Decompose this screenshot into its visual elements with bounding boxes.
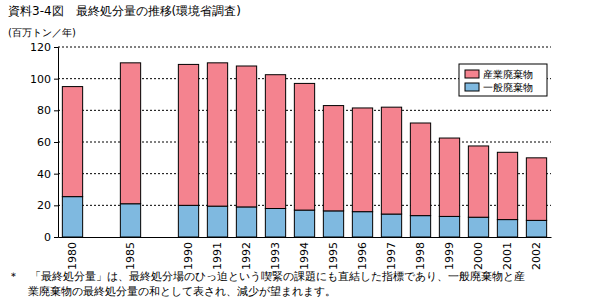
bar-segment	[526, 158, 546, 221]
x-tick-label: 1991	[211, 242, 224, 270]
bar-segment	[207, 206, 227, 237]
bars	[62, 63, 546, 237]
title: 資料3-4図 最終処分量の推移(環境省調査)	[8, 4, 241, 18]
x-tick-label: 1999	[443, 242, 456, 270]
bar-segment	[178, 205, 198, 237]
y-tick-label: 20	[37, 199, 51, 212]
legend-label: 産業廃棄物	[483, 69, 533, 80]
legend-label: 一般廃棄物	[483, 82, 533, 93]
x-tick-label: 2000	[472, 242, 485, 270]
grid-line	[58, 47, 551, 48]
y-tick: 80	[37, 104, 58, 117]
bar-segment	[410, 216, 430, 237]
x-axis-line	[59, 237, 552, 238]
bar-segment	[410, 123, 430, 216]
y-tick-mark	[54, 205, 58, 206]
x-tick: 1993	[269, 237, 282, 270]
y-axis-line	[54, 48, 59, 238]
y-tick: 20	[37, 199, 58, 212]
bar-segment	[381, 214, 401, 237]
bar-segment	[352, 108, 372, 212]
y-tick-mark	[54, 79, 58, 80]
bar-segment	[468, 146, 488, 217]
bar-segment	[497, 152, 517, 219]
bar-segment	[526, 220, 546, 237]
footnote: ＊ 「最終処分量」は、最終処分場のひっ迫という喫緊の課題にも直結した指標であり、…	[8, 270, 525, 283]
x-tick-label: 2001	[501, 242, 514, 270]
y-tick-mark	[54, 142, 58, 143]
bar-segment	[207, 63, 227, 206]
y-tick-label: 60	[37, 136, 51, 149]
x-tick: 1990	[182, 237, 195, 270]
x-tick: 1997	[385, 237, 398, 270]
y-tick-label: 0	[44, 231, 51, 244]
x-tick: 1994	[298, 237, 311, 270]
x-tick: 1992	[240, 237, 253, 270]
y-tick: 100	[30, 73, 58, 86]
x-tick: 1996	[356, 237, 369, 270]
x-tick-label: 1997	[385, 242, 398, 270]
x-tick-label: 1992	[240, 242, 253, 270]
bar-segment	[497, 220, 517, 237]
bar-segment	[236, 207, 256, 237]
y-tick: 40	[37, 168, 58, 181]
bar-segment	[120, 63, 140, 204]
y-tick-label: 120	[30, 41, 51, 54]
bar-segment	[265, 75, 285, 209]
x-tick: 2001	[501, 237, 514, 270]
bar-segment	[62, 87, 82, 197]
bar-segment	[294, 83, 314, 210]
x-tick: 1980	[66, 237, 79, 270]
y-tick-mark	[54, 47, 58, 48]
x-tick-label: 1994	[298, 242, 311, 270]
y-tick: 60	[37, 136, 58, 149]
footnote: 業廃棄物の最終処分量の和として表され、減少が望まれます。	[28, 285, 336, 298]
legend-swatch	[465, 83, 479, 91]
x-tick-label: 1990	[182, 242, 195, 270]
x-tick: 1995	[327, 237, 340, 270]
x-tick-label: 1980	[66, 242, 79, 270]
x-tick: 1991	[211, 237, 224, 270]
legend-swatch	[465, 70, 479, 78]
x-tick: 1998	[414, 237, 427, 270]
x-tick-label: 2002	[530, 242, 543, 270]
bar-segment	[323, 211, 343, 237]
x-tick: 2002	[530, 237, 543, 270]
legend-box	[459, 64, 547, 96]
bar-segment	[294, 210, 314, 237]
y-tick: 0	[44, 231, 58, 244]
x-tick-label: 1993	[269, 242, 282, 270]
x-tick-label: 1995	[327, 242, 340, 270]
x-tick: 1985	[124, 237, 137, 270]
y-tick-mark	[54, 174, 58, 175]
legend: 産業廃棄物一般廃棄物	[459, 64, 547, 96]
bar-segment	[439, 138, 459, 216]
bar-segment	[352, 212, 372, 237]
bar-segment	[323, 106, 343, 211]
bar-segment	[178, 64, 198, 205]
y-label: (百万トン／年)	[8, 27, 76, 38]
x-tick-label: 1985	[124, 242, 137, 270]
bar-segment	[120, 204, 140, 237]
y-tick-label: 100	[30, 73, 51, 86]
x-tick-label: 1998	[414, 242, 427, 270]
bar-segment	[468, 217, 488, 237]
bar-segment	[381, 107, 401, 214]
y-tick: 120	[30, 41, 58, 54]
bar-segment	[265, 209, 285, 238]
y-tick-mark	[54, 110, 58, 111]
x-axis: 1980 1985 1990 1991 1992 1993 1994 1995 1996 1997…	[59, 237, 552, 270]
bar-segment	[439, 216, 459, 237]
x-tick-label: 1996	[356, 242, 369, 270]
y-axis: 0 20 40 60 80 100 120	[30, 41, 59, 244]
y-tick-label: 40	[37, 168, 51, 181]
x-tick: 1999	[443, 237, 456, 270]
bar-segment	[62, 197, 82, 237]
y-tick-label: 80	[37, 104, 51, 117]
chart: 資料3-4図 最終処分量の推移(環境省調査) (百万トン／年) 0 20 40 60 80 1…	[0, 0, 599, 307]
bar-segment	[236, 66, 256, 207]
y-tick-mark	[54, 237, 58, 238]
x-tick: 2000	[472, 237, 485, 270]
